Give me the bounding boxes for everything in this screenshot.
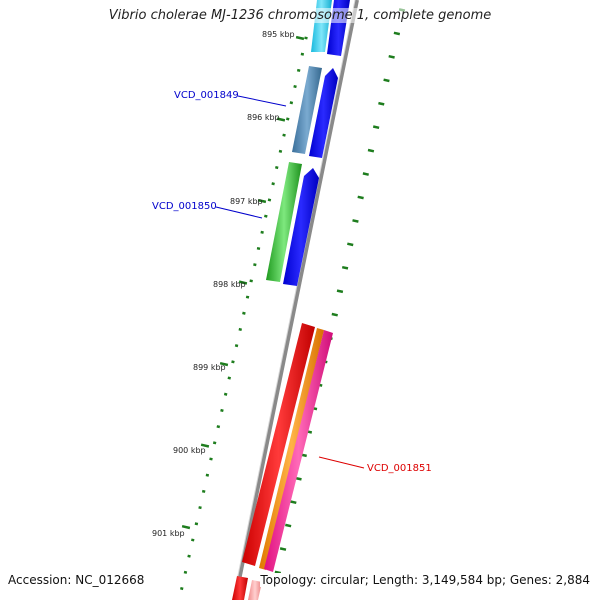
outer-tick [357, 195, 364, 200]
forward-cds-2[interactable] [309, 68, 338, 158]
minor-tick [260, 230, 264, 234]
major-tick [200, 443, 210, 448]
map-title: Vibrio cholerae MJ-1236 chromosome 1, co… [0, 8, 600, 23]
minor-tick [187, 554, 191, 558]
outer-tick [331, 312, 338, 317]
minor-tick [293, 84, 297, 89]
minor-tick [223, 392, 228, 396]
forward-cds-3[interactable] [283, 168, 319, 286]
tick-label-897: 897 kbp [230, 197, 263, 206]
outer-tick [274, 570, 282, 575]
genome-summary-text: Topology: circular; Length: 3,149,584 bp… [260, 573, 590, 587]
minor-tick [201, 489, 206, 493]
minor-tick [286, 117, 290, 121]
backbone-highlight [232, 0, 356, 600]
outer-tick [388, 54, 395, 59]
minor-tick [216, 425, 221, 429]
leader-vcd-001849 [237, 95, 287, 107]
gene-label-vcd-001850[interactable]: VCD_001850 [152, 201, 217, 212]
minor-tick [191, 538, 195, 542]
tick-label-900: 900 kbp [173, 446, 206, 455]
minor-tick [271, 182, 275, 186]
outer-tick [362, 172, 369, 176]
major-tick [238, 280, 248, 285]
major-tick [257, 198, 267, 204]
minor-tick [212, 441, 217, 445]
minor-tick [183, 570, 188, 574]
tick-label-898: 898 kbp [213, 280, 246, 289]
minor-tick [245, 295, 250, 299]
major-tick [219, 361, 229, 367]
minor-tick [209, 457, 213, 461]
red-feature-lower[interactable] [232, 576, 248, 600]
minor-tick [267, 198, 272, 202]
major-tick-track [181, 35, 305, 530]
leader-vcd-001850 [215, 206, 263, 219]
minor-tick [198, 506, 202, 510]
minor-tick [289, 101, 294, 105]
tick-label-895: 895 kbp [262, 30, 295, 39]
minor-tick [249, 279, 253, 283]
green-feature-vcd-001850[interactable] [266, 162, 302, 282]
red-feature-vcd-001851[interactable] [242, 323, 315, 566]
minor-tick [282, 133, 286, 137]
leader-vcd-001851 [318, 456, 365, 469]
outer-tick [279, 547, 287, 551]
outer-tick [352, 219, 359, 223]
orange-feature[interactable] [259, 328, 324, 570]
outer-tick [347, 242, 354, 247]
accession-text: Accession: NC_012668 [8, 573, 145, 587]
minor-tick [227, 376, 231, 380]
tick-label-901: 901 kbp [152, 529, 185, 538]
minor-tick [231, 360, 235, 364]
minor-tick [300, 52, 305, 56]
minor-tick [220, 408, 224, 413]
minor-tick [264, 214, 268, 218]
gene-label-vcd-001849[interactable]: VCD_001849 [174, 90, 239, 101]
tick-label-896: 896 kbp [247, 113, 280, 122]
major-tick [295, 35, 305, 41]
outer-tick [341, 265, 349, 270]
major-tick [276, 117, 286, 122]
outer-tick [393, 31, 401, 36]
salmon-feature-lower[interactable] [248, 580, 262, 600]
minor-tick [278, 149, 283, 153]
outer-tick [295, 476, 302, 481]
major-tick [181, 524, 191, 530]
outer-tick [285, 523, 292, 528]
pink-feature[interactable] [264, 330, 333, 572]
minor-tick [180, 586, 184, 591]
minor-tick-track [180, 36, 308, 591]
gene-label-vcd-001851[interactable]: VCD_001851 [367, 463, 432, 474]
outer-tick [378, 101, 385, 106]
outer-tick [336, 289, 344, 294]
outer-tick [383, 78, 390, 83]
minor-tick [238, 327, 242, 332]
genome-backbone [233, 0, 359, 600]
minor-tick [275, 165, 279, 170]
minor-tick [205, 473, 210, 477]
outer-tick [367, 148, 375, 153]
tick-label-899: 899 kbp [193, 363, 226, 372]
minor-tick [194, 522, 199, 526]
minor-tick [234, 344, 239, 348]
minor-tick [256, 246, 261, 251]
minor-tick [304, 36, 308, 40]
minor-tick [242, 311, 246, 315]
steelblue-feature-vcd-001849[interactable] [292, 66, 322, 154]
minor-tick [253, 263, 257, 267]
outer-tick [372, 125, 380, 130]
minor-tick [296, 68, 301, 72]
outer-tick [290, 500, 297, 505]
